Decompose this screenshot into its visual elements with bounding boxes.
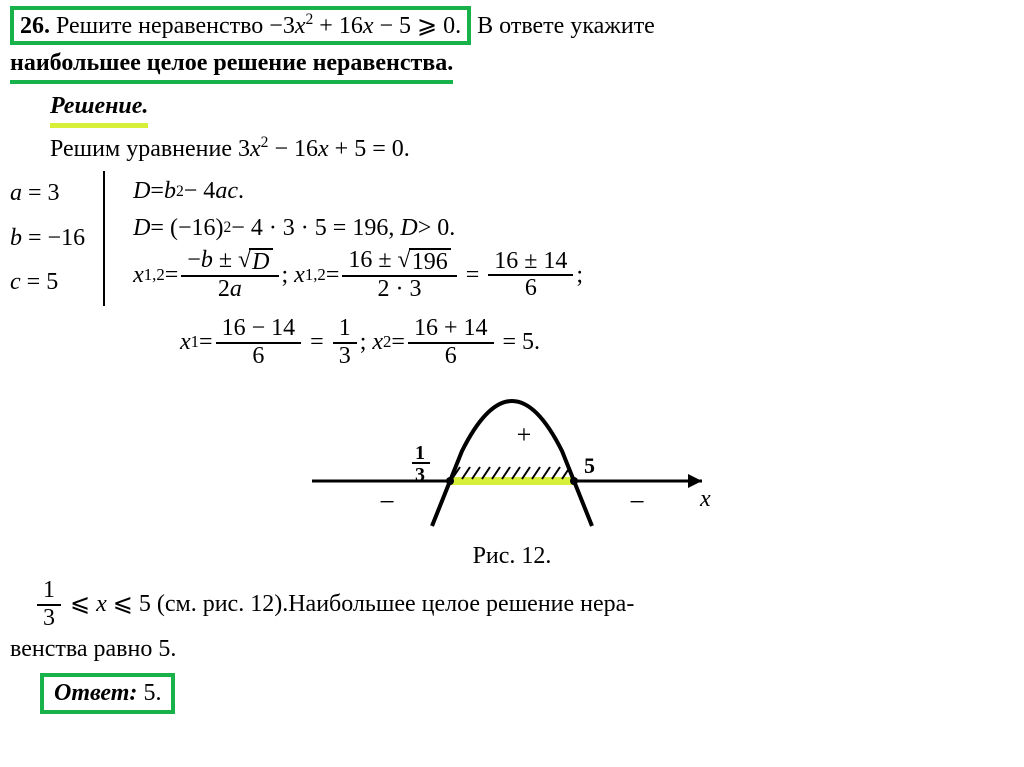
coeff-b: b = −16 [10, 222, 85, 254]
svg-text:1: 1 [415, 442, 425, 464]
svg-text:−: − [629, 487, 645, 518]
coeff-c: c = 5 [10, 266, 85, 298]
coefficients-column: a = 3 b = −16 c = 5 [10, 171, 105, 306]
task-line-2-text: наибольшее целое решение неравенства. [10, 47, 453, 84]
figure-caption: Рис. 12. [10, 540, 1014, 572]
task-line-1: 26. Решите неравенство −3x2 + 16x − 5 ⩾ … [10, 6, 1014, 45]
solve-eq-prefix: Решим уравнение [50, 136, 238, 162]
roots-values-row: x1 = 16 − 146 = 13 ; x2 = 16 + 146 = 5. [180, 316, 1014, 368]
figure-wrap: 1 3 5 + − − x Рис. 12. [10, 381, 1014, 573]
conclusion-text1: Наибольшее целое решение нера- [288, 588, 634, 620]
calc-block: a = 3 b = −16 c = 5 D = b2 − 4ac. D = (−… [10, 171, 1014, 306]
coeff-a: a = 3 [10, 177, 85, 209]
frac-range-left: 1 3 [37, 578, 61, 630]
svg-text:5: 5 [584, 453, 595, 478]
frac-x1b: 13 [333, 316, 357, 368]
conclusion-ref: (см. рис. 12). [157, 588, 288, 620]
frac-result: 16 ± 14 6 [488, 249, 573, 301]
conclusion-line-1: 1 3 ⩽ x ⩽ 5 (см. рис. 12). Наибольшее це… [10, 578, 1014, 630]
answer-value: 5. [143, 680, 161, 706]
answer-row: Ответ: 5. [10, 673, 1014, 713]
discriminant-formula: D = b2 − 4ac. [133, 175, 583, 207]
conclusion-line-2: венства равно 5. [10, 633, 1014, 665]
range-mid: ⩽ x ⩽ 5 [64, 588, 157, 620]
solve-equation-line: Решим уравнение 3x2 − 16x + 5 = 0. [50, 132, 1014, 165]
svg-text:3: 3 [415, 464, 425, 486]
svg-text:x: x [699, 486, 711, 512]
frac-subst: 16 ± 196 2 · 3 [342, 248, 456, 302]
solve-eq-expr: 3x2 − 16x + 5 = 0. [238, 136, 410, 162]
solution-heading: Решение. [50, 90, 148, 127]
calculations-column: D = b2 − 4ac. D = (−16)2 − 4 · 3 · 5 = 1… [105, 171, 583, 306]
number-line-figure: 1 3 5 + − − x [302, 381, 722, 531]
frac-general: −b ± D 2a [181, 248, 278, 302]
solution-heading-row: Решение. [50, 90, 1014, 127]
task-box: 26. Решите неравенство −3x2 + 16x − 5 ⩾ … [10, 6, 471, 45]
frac-x1a: 16 − 146 [216, 316, 302, 368]
frac-x2: 16 + 146 [408, 316, 494, 368]
discriminant-calc: D = (−16)2 − 4 · 3 · 5 = 196, D > 0. [133, 212, 583, 244]
task-inequality: −3x2 + 16x − 5 ⩾ 0. [269, 13, 461, 39]
answer-label: Ответ: [54, 680, 137, 706]
task-prompt-pre: Решите неравенство [56, 13, 269, 39]
task-prompt-post: В ответе укажите [477, 13, 655, 39]
task-line-2: наибольшее целое решение неравенства. [10, 47, 1014, 84]
svg-text:+: + [517, 420, 532, 449]
roots-general-row: x1,2 = −b ± D 2a ; x1,2 = 16 ± 196 2 · 3… [133, 248, 583, 302]
svg-text:−: − [379, 487, 395, 518]
answer-box: Ответ: 5. [40, 673, 175, 713]
task-number: 26. [20, 13, 50, 39]
